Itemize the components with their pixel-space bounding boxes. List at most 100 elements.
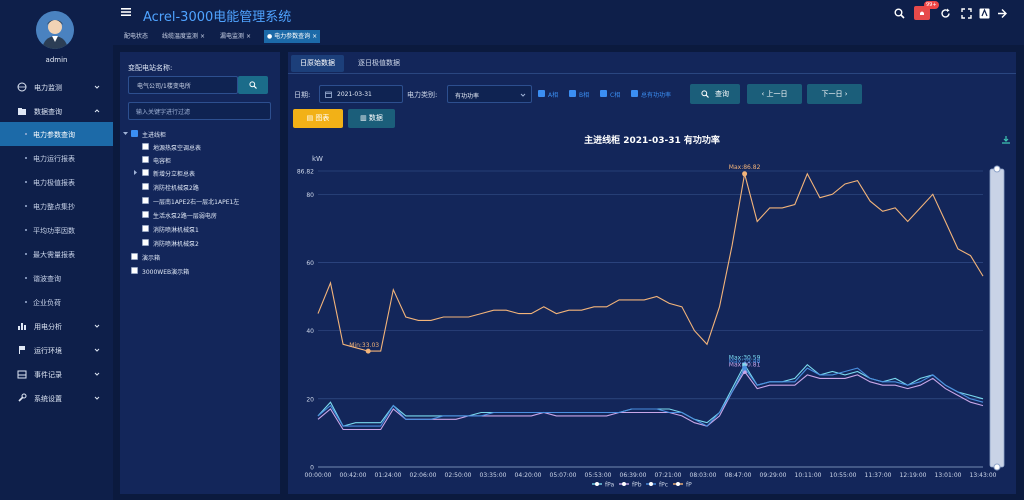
phase-b-label: B相 <box>579 92 590 99</box>
series-line-Pc <box>317 367 984 427</box>
collapse-icon[interactable] <box>997 8 1008 19</box>
prev-day-button[interactable]: ‹ 上一日 <box>747 84 802 104</box>
tree-node[interactable]: 演示箱 <box>142 255 161 262</box>
refresh-icon[interactable] <box>940 8 951 19</box>
next-day-button[interactable]: 下一日 › <box>807 84 862 104</box>
submenu-load[interactable]: 企业负荷 <box>0 290 113 314</box>
menu-run-env[interactable]: 运行环境 <box>0 338 113 362</box>
y-axis-unit: kW <box>312 155 323 163</box>
data-view-button[interactable]: ▥ 数据 <box>348 109 395 128</box>
series-line-Pa <box>317 363 984 427</box>
tree-checkbox[interactable] <box>142 183 149 190</box>
caret-down-icon[interactable] <box>123 131 128 136</box>
zoom-slider[interactable] <box>989 168 1005 468</box>
x-tick-label: 03:35:00 <box>480 472 507 479</box>
caret-right-icon[interactable] <box>133 170 138 175</box>
category-label: 电力类别: <box>407 91 438 99</box>
max-label-Pb: Max:30.81 <box>729 362 761 369</box>
bar-chart-icon: ▥ <box>360 114 369 122</box>
chart-view-button[interactable]: ▤ 图表 <box>293 109 343 128</box>
station-search-button[interactable] <box>238 76 268 94</box>
menu-label: 系统设置 <box>34 395 62 403</box>
tree-checkbox[interactable] <box>142 143 149 150</box>
tab-daily-extreme[interactable]: 逐日极值数据 <box>358 59 400 67</box>
power-chart: kW 0 20 40 60 80 86.82 00:00:00 00:42:00 01:24:00… <box>297 155 1005 489</box>
phase-a-checkbox[interactable] <box>538 90 545 97</box>
close-icon[interactable]: × <box>199 33 205 40</box>
menu-label: 运行环境 <box>34 347 62 355</box>
alarm-button[interactable] <box>914 6 930 20</box>
query-button[interactable]: 查询 <box>690 84 740 104</box>
tree-node[interactable]: 一层南1APE2右一层北1APE1左 <box>153 199 240 206</box>
tree-checkbox[interactable] <box>142 197 149 204</box>
font-size-icon[interactable] <box>979 8 990 19</box>
category-value: 有功功率 <box>455 93 480 100</box>
phase-c-checkbox[interactable] <box>600 90 607 97</box>
submenu-pf[interactable]: 平均功率因数 <box>0 218 113 242</box>
menu-data-query[interactable]: 数据查询 <box>0 99 113 123</box>
tree-checkbox[interactable] <box>131 130 138 137</box>
submenu-harmonic[interactable]: 谐波查询 <box>0 266 113 290</box>
tree-checkbox[interactable] <box>142 211 149 218</box>
submenu-hourly[interactable]: 电力整点集抄 <box>0 194 113 218</box>
station-select[interactable]: 电气公司/1楼变电所 <box>128 76 238 94</box>
fullscreen-icon[interactable] <box>961 8 972 19</box>
menu-system-settings[interactable]: 系统设置 <box>0 386 113 410</box>
tree-node[interactable]: 主进线柜 <box>142 132 167 139</box>
x-tick-label: 00:42:00 <box>340 472 367 479</box>
tree-node[interactable]: 地源热泵空调总表 <box>153 145 202 152</box>
tree-checkbox[interactable] <box>131 253 138 260</box>
tree-checkbox[interactable] <box>142 225 149 232</box>
phase-b-checkbox[interactable] <box>569 90 576 97</box>
tree-checkbox[interactable] <box>142 239 149 246</box>
menu-event-log[interactable]: 事件记录 <box>0 362 113 386</box>
submenu-label: 电力极值报表 <box>33 179 75 187</box>
zoom-handle-top[interactable] <box>993 165 1001 173</box>
total-power-label: 总有功功率 <box>641 92 672 99</box>
close-icon[interactable]: × <box>245 33 251 40</box>
legend-label: fP <box>686 482 692 489</box>
submenu-label: 最大需量报表 <box>33 251 75 259</box>
menu-toggle-icon[interactable] <box>121 7 131 17</box>
y-tick-label: 80 <box>306 192 314 199</box>
tree-filter-input[interactable]: 输入关键字进行过滤 <box>128 102 271 120</box>
total-power-checkbox[interactable] <box>631 90 638 97</box>
menu-power-monitor[interactable]: 电力监测 <box>0 75 113 99</box>
submenu-extreme-report[interactable]: 电力极值报表 <box>0 170 113 194</box>
tree-node[interactable]: 3000WEB演示箱 <box>142 269 190 276</box>
x-tick-label: 02:06:00 <box>410 472 437 479</box>
close-icon[interactable]: × <box>312 33 318 40</box>
tree-node[interactable]: 消防喷淋机械泵1 <box>153 227 199 234</box>
tab-distribution-status[interactable]: 配电状态 <box>121 30 151 43</box>
submenu-run-report[interactable]: 电力运行报表 <box>0 146 113 170</box>
submenu-label: 电力参数查询 <box>33 131 75 139</box>
tree-node[interactable]: 电容柜 <box>153 158 172 165</box>
tab-power-params[interactable]: ● 电力参数查询 × <box>264 30 321 43</box>
x-tick-label: 09:29:00 <box>760 472 787 479</box>
legend-label: fPa <box>605 482 614 489</box>
submenu-power-params[interactable]: 电力参数查询 <box>0 122 113 146</box>
max-label-Pa: Max:30.59 <box>729 355 761 362</box>
tree-checkbox[interactable] <box>131 267 138 274</box>
avatar[interactable] <box>36 11 74 49</box>
date-picker[interactable]: 2021-03-31 <box>319 85 403 103</box>
menu-usage-analysis[interactable]: 用电分析 <box>0 314 113 338</box>
submenu-demand[interactable]: 最大需量报表 <box>0 242 113 266</box>
y-tick-label: 60 <box>306 260 314 267</box>
tree-node[interactable]: 生活水泵2路一层弱电房 <box>153 213 217 220</box>
tree-checkbox[interactable] <box>142 156 149 163</box>
tab-cable-temp[interactable]: 线缆温度监测 × <box>159 30 208 43</box>
y-tick-label: 20 <box>306 396 314 403</box>
zoom-handle-bottom[interactable] <box>993 463 1001 471</box>
tab-raw-data[interactable]: 日原始数据 <box>291 55 344 72</box>
download-icon[interactable] <box>1002 136 1010 144</box>
tree-node[interactable]: 新增分立柜总表 <box>153 171 196 178</box>
submenu-label: 电力整点集抄 <box>33 203 75 211</box>
category-select[interactable]: 有功功率 <box>447 85 532 103</box>
tab-leakage[interactable]: 漏电监测 × <box>217 30 254 43</box>
tree-checkbox[interactable] <box>142 169 149 176</box>
search-icon[interactable] <box>894 8 905 19</box>
tree-node[interactable]: 消防栓机械泵2路 <box>153 185 199 192</box>
tree-node[interactable]: 消防喷淋机械泵2 <box>153 241 199 248</box>
tab-label: 电力参数查询 <box>274 33 311 40</box>
